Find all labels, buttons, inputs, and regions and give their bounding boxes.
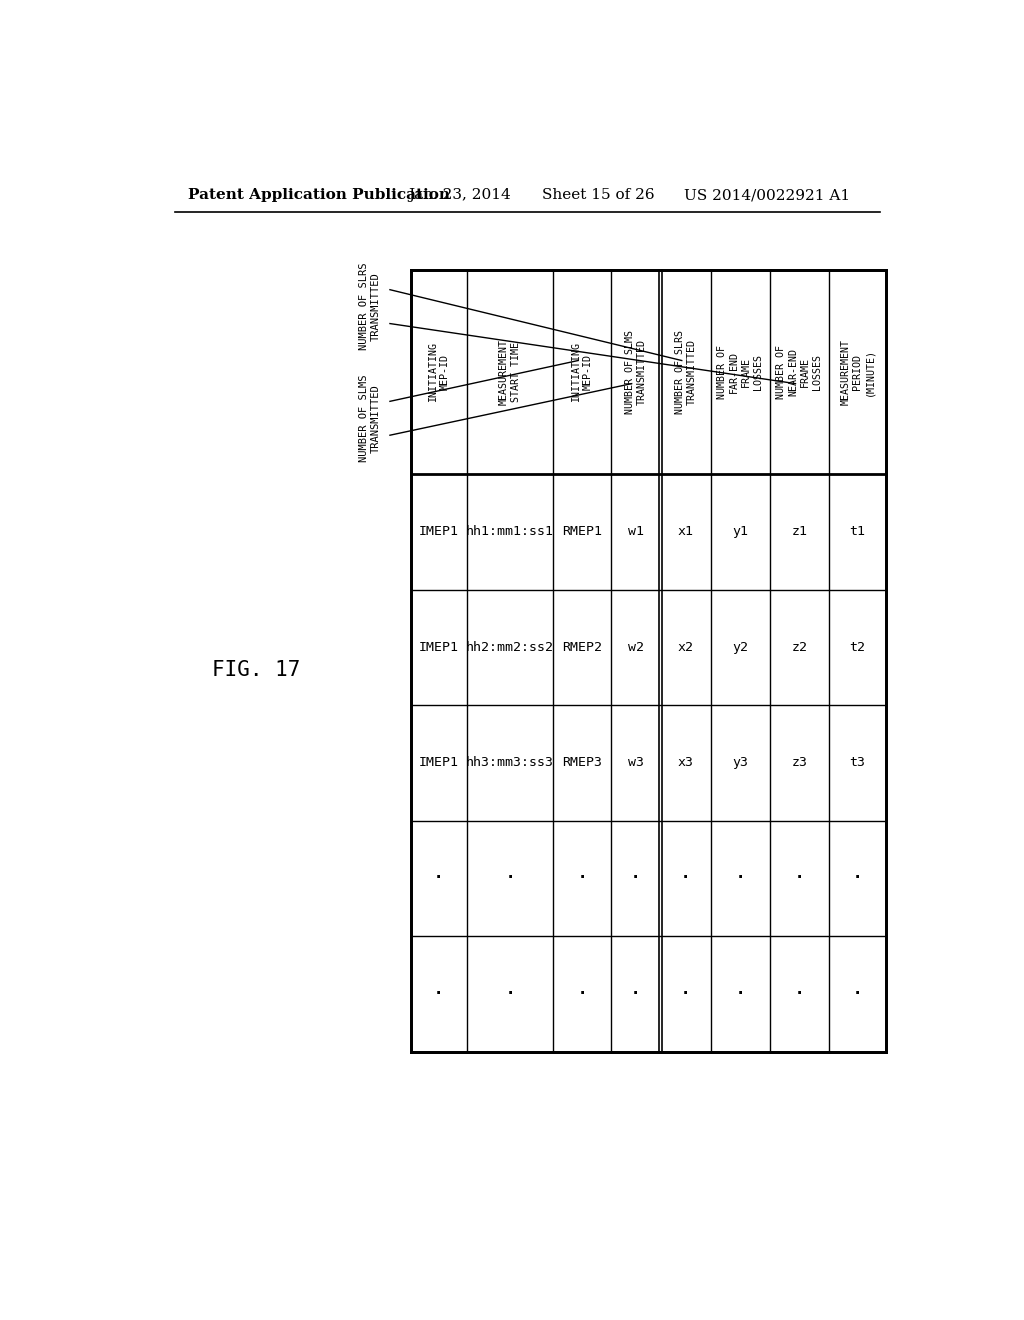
Text: INITIATING
MEP-ID: INITIATING MEP-ID <box>571 342 593 403</box>
Text: IMEP1: IMEP1 <box>419 756 459 770</box>
Text: NUMBER OF SLMS
TRANSMITTED: NUMBER OF SLMS TRANSMITTED <box>358 375 381 462</box>
Text: ·: · <box>851 869 864 888</box>
Text: FIG. 17: FIG. 17 <box>212 660 300 680</box>
Text: RMEP2: RMEP2 <box>562 640 602 653</box>
Text: w2: w2 <box>628 640 643 653</box>
Text: MEASUREMENT
START TIME: MEASUREMENT START TIME <box>499 339 521 405</box>
Text: y3: y3 <box>732 756 749 770</box>
Text: w3: w3 <box>628 756 643 770</box>
Text: hh3:mm3:ss3: hh3:mm3:ss3 <box>466 756 554 770</box>
Text: MEASUREMENT
PERIOD
(MINUTE): MEASUREMENT PERIOD (MINUTE) <box>841 339 874 405</box>
Text: x1: x1 <box>678 525 693 539</box>
Text: ·: · <box>432 983 445 1003</box>
Text: ·: · <box>629 869 642 888</box>
Text: NUMBER OF SLMS
TRANSMITTED: NUMBER OF SLMS TRANSMITTED <box>625 330 646 414</box>
Text: US 2014/0022921 A1: US 2014/0022921 A1 <box>684 189 851 202</box>
Text: ·: · <box>793 869 806 888</box>
Text: ·: · <box>733 983 746 1003</box>
Text: NUMBER OF
NEAR-END
FRAME
LOSSES: NUMBER OF NEAR-END FRAME LOSSES <box>776 345 822 399</box>
Text: hh2:mm2:ss2: hh2:mm2:ss2 <box>466 640 554 653</box>
Text: t3: t3 <box>850 756 865 770</box>
Text: NUMBER OF SLRS
TRANSMITTED: NUMBER OF SLRS TRANSMITTED <box>675 330 696 414</box>
Text: z3: z3 <box>792 756 807 770</box>
Text: IMEP1: IMEP1 <box>419 640 459 653</box>
Text: t1: t1 <box>850 525 865 539</box>
Text: x3: x3 <box>678 756 693 770</box>
Text: y2: y2 <box>732 640 749 653</box>
Text: x2: x2 <box>678 640 693 653</box>
Text: ·: · <box>504 983 517 1003</box>
Text: ·: · <box>504 869 517 888</box>
Text: z2: z2 <box>792 640 807 653</box>
Text: ·: · <box>575 869 589 888</box>
Text: Jan. 23, 2014: Jan. 23, 2014 <box>409 189 511 202</box>
Text: NUMBER OF SLRS
TRANSMITTED: NUMBER OF SLRS TRANSMITTED <box>358 263 381 350</box>
Text: IMEP1: IMEP1 <box>419 525 459 539</box>
Text: RMEP3: RMEP3 <box>562 756 602 770</box>
Text: ·: · <box>629 983 642 1003</box>
Text: w1: w1 <box>628 525 643 539</box>
Text: Patent Application Publication: Patent Application Publication <box>188 189 451 202</box>
Text: Sheet 15 of 26: Sheet 15 of 26 <box>542 189 654 202</box>
Bar <box>411 271 886 1052</box>
Text: ·: · <box>851 983 864 1003</box>
Text: z1: z1 <box>792 525 807 539</box>
Text: ·: · <box>432 869 445 888</box>
Text: ·: · <box>679 983 692 1003</box>
Text: ·: · <box>733 869 746 888</box>
Text: NUMBER OF
FAR-END
FRAME
LOSSES: NUMBER OF FAR-END FRAME LOSSES <box>717 345 763 399</box>
Text: ·: · <box>575 983 589 1003</box>
Text: INITIATING
MEP-ID: INITIATING MEP-ID <box>428 342 450 403</box>
Text: y1: y1 <box>732 525 749 539</box>
Text: ·: · <box>793 983 806 1003</box>
Text: t2: t2 <box>850 640 865 653</box>
Text: ·: · <box>679 869 692 888</box>
Text: hh1:mm1:ss1: hh1:mm1:ss1 <box>466 525 554 539</box>
Text: RMEP1: RMEP1 <box>562 525 602 539</box>
